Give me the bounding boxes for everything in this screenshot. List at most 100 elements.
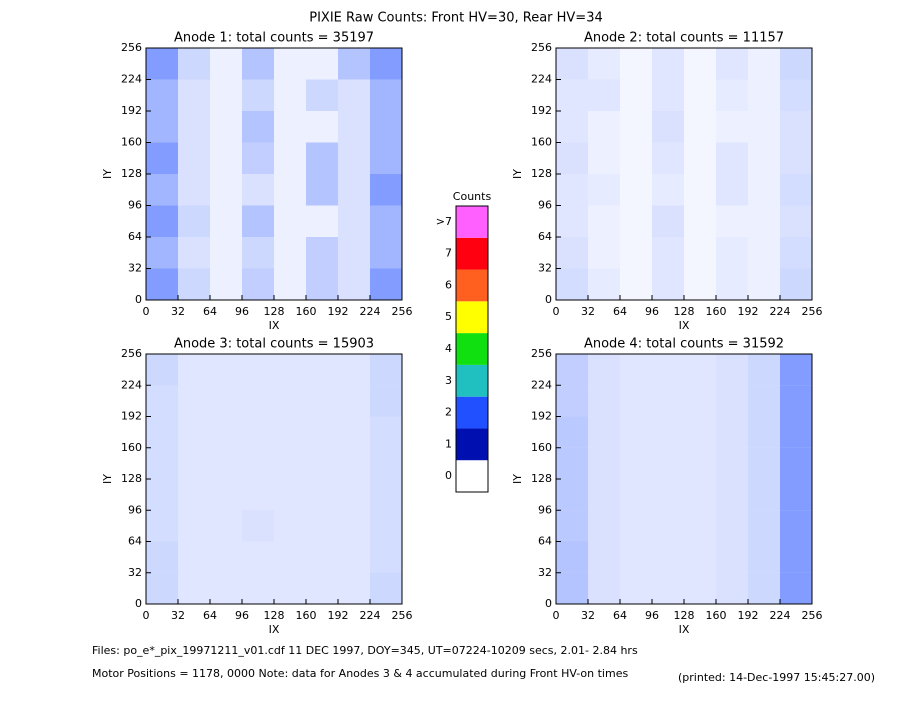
cell (716, 416, 748, 448)
cell (716, 447, 748, 479)
cell (178, 205, 210, 237)
y-tick-label: 96 (538, 199, 552, 212)
cell (684, 479, 716, 511)
cell (652, 268, 684, 300)
x-tick-label: 192 (738, 305, 759, 318)
color-swatch (456, 301, 488, 334)
cell (370, 510, 402, 542)
cell (146, 111, 178, 143)
cell (588, 572, 620, 604)
x-tick-label: 96 (235, 609, 249, 622)
cell (780, 447, 812, 479)
cell (716, 237, 748, 269)
x-tick-label: 32 (581, 305, 595, 318)
cell (620, 572, 652, 604)
cell (306, 447, 338, 479)
cell (588, 510, 620, 542)
cell (556, 174, 588, 206)
y-axis-label: IY (101, 169, 114, 179)
y-tick-label: 256 (121, 41, 142, 54)
y-tick-label: 64 (538, 535, 552, 548)
cell (620, 385, 652, 417)
cell (306, 385, 338, 417)
cell (210, 447, 242, 479)
x-tick-label: 224 (360, 305, 381, 318)
cell (588, 416, 620, 448)
cell (684, 385, 716, 417)
cell (370, 205, 402, 237)
cell (780, 142, 812, 174)
cell (620, 174, 652, 206)
cell (274, 174, 306, 206)
cell (178, 142, 210, 174)
cell (370, 479, 402, 511)
cell (178, 510, 210, 542)
panel-title: Anode 4: total counts = 31592 (584, 337, 784, 352)
cell (146, 174, 178, 206)
cell (178, 237, 210, 269)
cell (588, 48, 620, 80)
cell (370, 142, 402, 174)
cell (780, 237, 812, 269)
cell (146, 572, 178, 604)
cell (588, 142, 620, 174)
cell (210, 142, 242, 174)
y-tick-label: 192 (531, 104, 552, 117)
cell (556, 268, 588, 300)
cell (780, 416, 812, 448)
cell (684, 541, 716, 573)
color-swatch (456, 460, 488, 492)
x-tick-label: 96 (645, 305, 659, 318)
cell (146, 479, 178, 511)
x-tick-label: 96 (645, 609, 659, 622)
x-axis-label: IX (679, 319, 690, 332)
cell (242, 385, 274, 417)
cell (178, 541, 210, 573)
cell (210, 572, 242, 604)
cell (588, 385, 620, 417)
colorbar-label: 0 (445, 469, 452, 482)
cell (242, 541, 274, 573)
cell (338, 479, 370, 511)
y-tick-label: 192 (121, 104, 142, 117)
cell (370, 237, 402, 269)
y-tick-label: 128 (121, 167, 142, 180)
cell (338, 416, 370, 448)
cell (306, 205, 338, 237)
cell (556, 416, 588, 448)
cell (146, 447, 178, 479)
cell (684, 447, 716, 479)
y-tick-label: 224 (531, 378, 552, 391)
color-swatch (456, 396, 488, 429)
cell (684, 572, 716, 604)
cell (242, 111, 274, 143)
cell (684, 268, 716, 300)
cell (338, 354, 370, 386)
cell (306, 79, 338, 111)
cell (178, 447, 210, 479)
colorbar-label: 5 (445, 310, 452, 323)
colorbar-label: 3 (445, 374, 452, 387)
cell (306, 48, 338, 80)
cell (588, 479, 620, 511)
cell (178, 416, 210, 448)
cell (620, 510, 652, 542)
y-tick-label: 64 (128, 535, 142, 548)
cell (684, 79, 716, 111)
cell (588, 111, 620, 143)
x-tick-label: 256 (392, 609, 413, 622)
cell (716, 205, 748, 237)
cell (242, 354, 274, 386)
colorbar-frame (455, 205, 489, 493)
cell (620, 79, 652, 111)
cell (274, 111, 306, 143)
cell (370, 447, 402, 479)
cell (684, 205, 716, 237)
y-tick-label: 0 (545, 293, 552, 306)
cell (274, 48, 306, 80)
cell (370, 416, 402, 448)
cell (748, 385, 780, 417)
cell (242, 572, 274, 604)
y-tick-label: 256 (531, 347, 552, 360)
cell (556, 510, 588, 542)
